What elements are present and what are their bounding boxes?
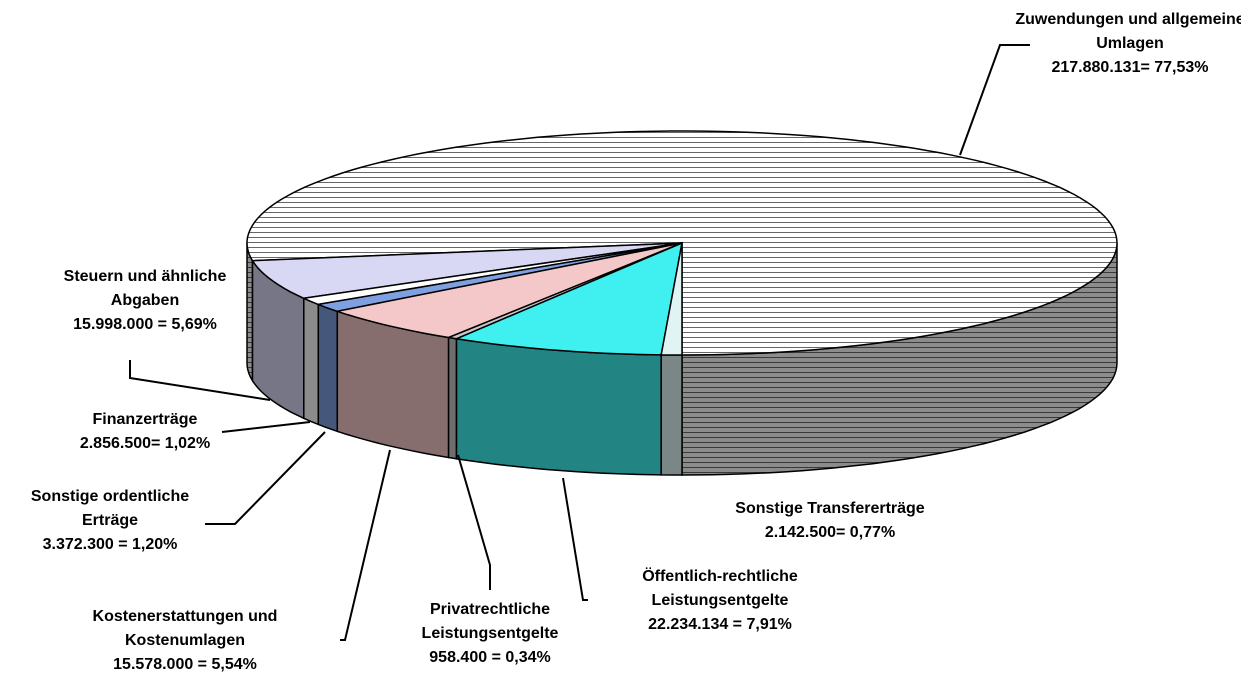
pie-slice bbox=[334, 242, 683, 339]
value-label: 2.856.500= 1,02% bbox=[79, 435, 211, 452]
pie-wall-shade bbox=[337, 311, 449, 458]
slice-label: Steuern und ähnliche Abgaben 15.998.000 =… bbox=[50, 265, 240, 337]
category-label: Sonstige Transfererträge bbox=[735, 500, 925, 517]
category-label: Privatrechtliche Leistungsentgelte bbox=[421, 601, 559, 642]
pie-wall-hatch bbox=[247, 243, 253, 381]
slice-label: Kostenerstattungen und Kostenumlagen 15.5… bbox=[50, 605, 320, 677]
pie-wall-shade bbox=[448, 337, 457, 459]
slice-label: Privatrechtliche Leistungsentgelte 958.40… bbox=[395, 598, 585, 670]
pie-slice bbox=[660, 242, 683, 356]
category-label: Sonstige ordentliche Erträge bbox=[30, 488, 190, 529]
value-label: 15.998.000 = 5,69% bbox=[73, 316, 217, 333]
category-label: Finanzerträge bbox=[92, 411, 198, 428]
pie-wall-hatch bbox=[682, 243, 1117, 475]
pie-wall-shade bbox=[661, 354, 682, 475]
category-label: Kostenerstattungen und Kostenumlagen bbox=[92, 608, 278, 649]
pie-wall-shade bbox=[318, 304, 338, 432]
category-label: Zuwendungen und allgemeine Umlagen bbox=[1015, 11, 1241, 52]
slice-label: Finanzerträge 2.856.500= 1,02% bbox=[45, 408, 245, 456]
pie-wall-shade bbox=[303, 298, 319, 425]
value-label: 3.372.300 = 1,20% bbox=[42, 536, 178, 553]
pie-wall-shade bbox=[456, 338, 662, 475]
value-label: 217.880.131= 77,53% bbox=[1051, 59, 1209, 76]
pie-slice bbox=[453, 241, 683, 356]
value-label: 15.578.000 = 5,54% bbox=[113, 656, 257, 673]
category-label: Öffentlich-rechtliche Leistungsentgelte bbox=[642, 568, 798, 609]
pie-slice bbox=[251, 242, 683, 300]
value-label: 22.234.134 = 7,91% bbox=[648, 616, 792, 633]
value-label: 2.142.500= 0,77% bbox=[764, 524, 896, 541]
slice-label: Sonstige Transfererträge 2.142.500= 0,77% bbox=[670, 497, 990, 545]
pie-wall-shade bbox=[252, 260, 304, 419]
leader-lines bbox=[129, 44, 1030, 641]
value-label: 958.400 = 0,34% bbox=[429, 649, 551, 666]
slice-label: Sonstige ordentliche Erträge 3.372.300 = … bbox=[20, 485, 200, 557]
slice-label: Zuwendungen und allgemeine Umlagen 217.88… bbox=[1010, 8, 1241, 80]
slice-label: Öffentlich-rechtliche Leistungsentgelte 2… bbox=[605, 565, 835, 637]
category-label: Steuern und ähnliche Abgaben bbox=[63, 268, 227, 309]
